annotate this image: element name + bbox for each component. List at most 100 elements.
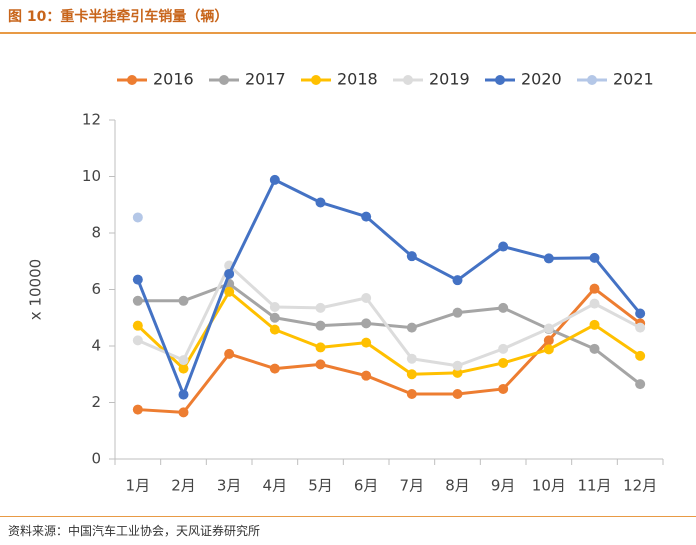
legend-label: 2019 bbox=[429, 70, 470, 89]
data-point bbox=[361, 337, 372, 348]
legend-item-2017: 2017 bbox=[209, 70, 286, 89]
y-tick-label: 4 bbox=[91, 337, 101, 355]
x-tick-label: 12月 bbox=[623, 477, 657, 495]
legend-label: 2016 bbox=[153, 70, 194, 89]
chart-axes: 0 2 4 6 8 10 12 1月 2月 3月 4月 5月 6月 7月 8月 9月 10月 11月 12月 bbox=[82, 111, 664, 495]
x-tick-label: 9月 bbox=[491, 477, 516, 495]
y-tick-label: 2 bbox=[91, 393, 101, 411]
data-point bbox=[361, 370, 372, 381]
data-point bbox=[224, 348, 235, 359]
data-point bbox=[635, 308, 646, 319]
x-tick-label: 11月 bbox=[577, 477, 611, 495]
y-tick-label: 8 bbox=[91, 224, 101, 242]
data-point bbox=[498, 241, 509, 252]
legend-swatch-marker bbox=[587, 75, 597, 85]
data-point bbox=[132, 212, 143, 223]
legend-label: 2021 bbox=[613, 70, 654, 89]
data-point bbox=[452, 275, 463, 286]
x-tick-label: 10月 bbox=[532, 477, 566, 495]
data-point bbox=[361, 292, 372, 303]
data-point bbox=[269, 324, 280, 335]
legend-item-2020: 2020 bbox=[485, 70, 562, 89]
data-point bbox=[498, 302, 509, 313]
y-axis-label: x 10000 bbox=[27, 259, 45, 320]
data-point bbox=[269, 302, 280, 313]
data-point bbox=[589, 298, 600, 309]
chart-legend: 2016 2017 2018 2019 2020 2021 bbox=[117, 70, 654, 89]
series-2021 bbox=[132, 212, 143, 223]
data-point bbox=[224, 286, 235, 297]
legend-item-2018: 2018 bbox=[301, 70, 378, 89]
data-point bbox=[178, 389, 189, 400]
figure-title: 图 10：重卡半挂牵引车销量（辆） bbox=[8, 9, 229, 25]
x-tick-label: 7月 bbox=[400, 477, 425, 495]
legend-item-2016: 2016 bbox=[117, 70, 194, 89]
data-point bbox=[589, 283, 600, 294]
x-tick-label: 8月 bbox=[445, 477, 470, 495]
data-point bbox=[543, 344, 554, 355]
series-2019 bbox=[132, 260, 646, 371]
legend-label: 2018 bbox=[337, 70, 378, 89]
x-tick-label: 5月 bbox=[308, 477, 333, 495]
data-point bbox=[543, 253, 554, 264]
data-point bbox=[132, 335, 143, 346]
data-point bbox=[269, 312, 280, 323]
data-point bbox=[452, 389, 463, 400]
series-2020 bbox=[132, 174, 646, 400]
y-tick-label: 10 bbox=[82, 167, 101, 185]
data-point bbox=[589, 343, 600, 354]
data-point bbox=[452, 367, 463, 378]
data-point bbox=[315, 302, 326, 313]
legend-label: 2020 bbox=[521, 70, 562, 89]
data-point bbox=[178, 355, 189, 366]
data-point bbox=[543, 335, 554, 346]
data-point bbox=[406, 322, 417, 333]
data-point bbox=[132, 295, 143, 306]
data-point bbox=[635, 379, 646, 390]
data-point bbox=[269, 174, 280, 185]
series-line-2020 bbox=[136, 178, 642, 397]
data-point bbox=[406, 369, 417, 380]
legend-swatch-marker bbox=[403, 75, 413, 85]
legend-label: 2017 bbox=[245, 70, 286, 89]
series-line-2017 bbox=[136, 282, 642, 386]
series-2017 bbox=[132, 278, 646, 390]
legend-swatch-marker bbox=[495, 75, 505, 85]
line-chart: 2016 2017 2018 2019 2020 2021 x 10000 0 2 4 6 8 10… bbox=[27, 70, 664, 495]
data-point bbox=[361, 211, 372, 222]
data-point bbox=[406, 353, 417, 364]
data-point bbox=[498, 343, 509, 354]
x-tick-label: 1月 bbox=[126, 477, 151, 495]
data-point bbox=[224, 268, 235, 279]
data-point bbox=[132, 274, 143, 285]
data-point bbox=[543, 323, 554, 334]
source-note: 资料来源：中国汽车工业协会，天风证券研究所 bbox=[8, 524, 261, 538]
legend-item-2021: 2021 bbox=[577, 70, 654, 89]
data-point bbox=[315, 320, 326, 331]
source-divider bbox=[0, 516, 696, 517]
data-point bbox=[132, 320, 143, 331]
legend-item-2019: 2019 bbox=[393, 70, 470, 89]
series-line-2016 bbox=[136, 287, 642, 414]
data-point bbox=[406, 251, 417, 262]
data-point bbox=[178, 363, 189, 374]
legend-swatch-marker bbox=[219, 75, 229, 85]
data-point bbox=[178, 295, 189, 306]
data-point bbox=[406, 389, 417, 400]
data-point bbox=[315, 342, 326, 353]
data-point bbox=[498, 383, 509, 394]
data-point bbox=[589, 252, 600, 263]
data-point bbox=[452, 307, 463, 318]
data-point bbox=[132, 404, 143, 415]
series-line-2018 bbox=[136, 290, 642, 376]
data-point bbox=[498, 357, 509, 368]
data-point bbox=[452, 360, 463, 371]
series-layer bbox=[132, 174, 646, 418]
x-tick-label: 6月 bbox=[354, 477, 379, 495]
x-tick-label: 4月 bbox=[263, 477, 288, 495]
data-point bbox=[315, 359, 326, 370]
title-divider bbox=[0, 32, 696, 34]
data-point bbox=[635, 350, 646, 361]
series-line-2019 bbox=[136, 263, 642, 368]
data-point bbox=[315, 197, 326, 208]
